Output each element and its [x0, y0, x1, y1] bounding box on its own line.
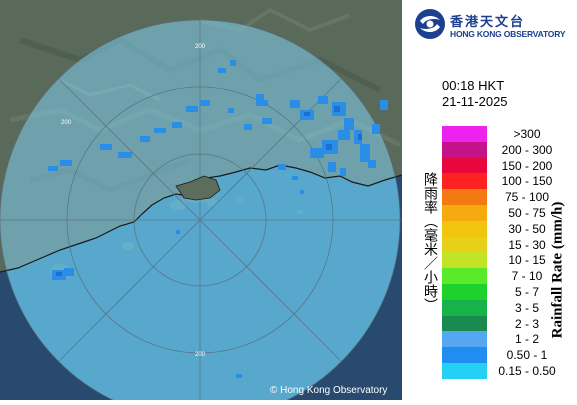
legend-swatch	[442, 141, 487, 158]
legend-label: 1 - 2	[514, 332, 539, 347]
legend-swatch	[442, 220, 487, 237]
legend-label: 50 - 75	[508, 205, 546, 220]
legend-swatch	[442, 252, 487, 269]
coverage-sea	[0, 165, 400, 400]
legend-title-english-wrap: Rainfall Rate (mm/h)	[546, 170, 570, 370]
legend-label: 0.15 - 0.50	[498, 363, 556, 378]
legend-label: 15 - 30	[508, 237, 546, 252]
radar-map-svg: 200 200 200	[0, 0, 403, 405]
radar-map[interactable]: 200 200 200	[0, 0, 403, 405]
legend-label: 30 - 50	[508, 221, 546, 236]
copyright-notice: © Hong Kong Observatory	[270, 385, 388, 396]
legend-label: 200 - 300	[501, 142, 553, 157]
observatory-emblem-icon	[415, 9, 445, 39]
legend-title-chinese: 降雨率（毫米／小時）	[422, 172, 438, 312]
legend-swatch	[442, 157, 487, 174]
range-label-west: 200	[61, 120, 72, 126]
legend-title-english: Rainfall Rate (mm/h)	[549, 201, 566, 339]
legend-label: 75 - 100	[504, 190, 550, 205]
legend-label: 5 - 7	[514, 284, 539, 299]
observation-date: 21-11-2025	[442, 94, 508, 109]
legend-label: 7 - 10	[511, 269, 543, 284]
hong-kong-landmass	[175, 175, 221, 201]
legend-label: 2 - 3	[514, 316, 539, 331]
range-label-north: 200	[195, 44, 206, 50]
legend-swatch	[442, 126, 487, 142]
legend-swatch	[442, 189, 487, 205]
legend-swatch	[442, 236, 487, 253]
legend-swatch	[442, 299, 487, 316]
legend-label: 3 - 5	[514, 300, 539, 315]
legend-label: >300	[513, 127, 541, 141]
legend-swatch	[442, 362, 487, 379]
legend-swatch	[442, 347, 487, 363]
legend-label: 0.50 - 1	[506, 348, 548, 363]
legend-swatch	[442, 204, 487, 221]
legend-swatch	[442, 173, 487, 190]
range-label-south: 200	[195, 352, 206, 358]
org-logo[interactable]: 香港天文台 HONG KONG OBSERVATORY	[414, 8, 574, 42]
legend-swatch	[442, 268, 487, 284]
info-panel: 香港天文台 HONG KONG OBSERVATORY 00:18 HKT 21…	[402, 0, 577, 400]
legend-swatch	[442, 331, 487, 348]
legend-swatch	[442, 315, 487, 332]
legend-swatch	[442, 283, 487, 300]
legend-label: 100 - 150	[501, 174, 553, 189]
observation-time: 00:18 HKT	[442, 78, 505, 93]
org-name-english: HONG KONG OBSERVATORY	[450, 29, 566, 39]
rain-echoes-heavy	[56, 106, 362, 276]
legend-label: 150 - 200	[501, 158, 553, 173]
range-rings	[0, 19, 402, 405]
legend-label: 10 - 15	[508, 253, 546, 268]
org-name-chinese: 香港天文台	[450, 15, 526, 30]
